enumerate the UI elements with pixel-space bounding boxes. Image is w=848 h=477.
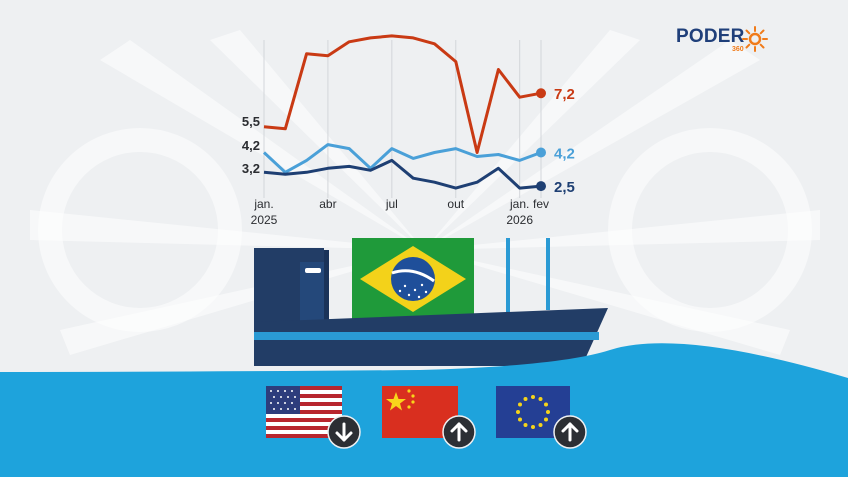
chart-tick-label: jul: [385, 197, 398, 211]
ship-window: [305, 268, 321, 273]
eu-star: [523, 397, 528, 401]
chart-tick-label: abr: [319, 197, 336, 211]
flag-usa: [266, 386, 342, 438]
chart-end-point: [536, 181, 546, 192]
chart-end-point: [536, 88, 546, 99]
eu-star: [544, 402, 548, 407]
poder360-logo: PODER 360: [676, 24, 776, 58]
chart-end-label: 2,5: [554, 179, 575, 196]
arrow-up-icon: [553, 415, 587, 449]
chart-tick-year: 2026: [506, 213, 533, 227]
chart-start-label: 5,5: [242, 114, 260, 129]
chart-start-labels: 5,5 4,2 3,2: [242, 114, 260, 176]
sun-icon: [742, 26, 768, 52]
background-ring-left: [38, 128, 812, 332]
chart-series-line: [263, 34, 542, 154]
chart-start-label: 4,2: [242, 138, 260, 153]
eu-star: [516, 410, 520, 414]
eu-star: [544, 417, 548, 422]
arrow-down-icon: [327, 415, 361, 449]
brazil-flag: [352, 238, 474, 320]
chart-end-labels: 7,2 4,2 2,5: [554, 86, 575, 196]
eu-star: [538, 397, 543, 401]
eu-star: [523, 423, 528, 427]
chart-tick-label: fev: [533, 197, 549, 211]
chart-tick-year: 2025: [251, 213, 278, 227]
chart-start-label: 3,2: [242, 161, 260, 176]
chart-series-line: [263, 158, 542, 190]
chart-series: [262, 34, 546, 192]
chart-tick-label: jan.: [509, 197, 529, 211]
ship-mast: [506, 238, 510, 320]
cargo-ship: [254, 238, 608, 366]
chart-tick-label: out: [447, 197, 464, 211]
eu-star: [518, 402, 522, 407]
eu-star: [518, 417, 522, 422]
chart-series-line: [262, 143, 542, 174]
ship-hull-stripe: [254, 332, 599, 340]
chart-tick-label: jan.: [253, 197, 273, 211]
eu-star: [546, 410, 550, 414]
eu-star: [531, 425, 535, 429]
chart-end-label: 7,2: [554, 86, 575, 103]
logo-sub: 360: [732, 46, 744, 53]
arrow-up-icon: [442, 415, 476, 449]
logo-wordmark: PODER: [676, 26, 745, 47]
eu-star: [538, 423, 543, 427]
ship-mast: [546, 238, 550, 310]
chart-end-label: 4,2: [554, 146, 575, 163]
chart-gridlines: [263, 40, 542, 198]
eu-star: [531, 395, 535, 399]
chart-end-point: [536, 147, 546, 158]
